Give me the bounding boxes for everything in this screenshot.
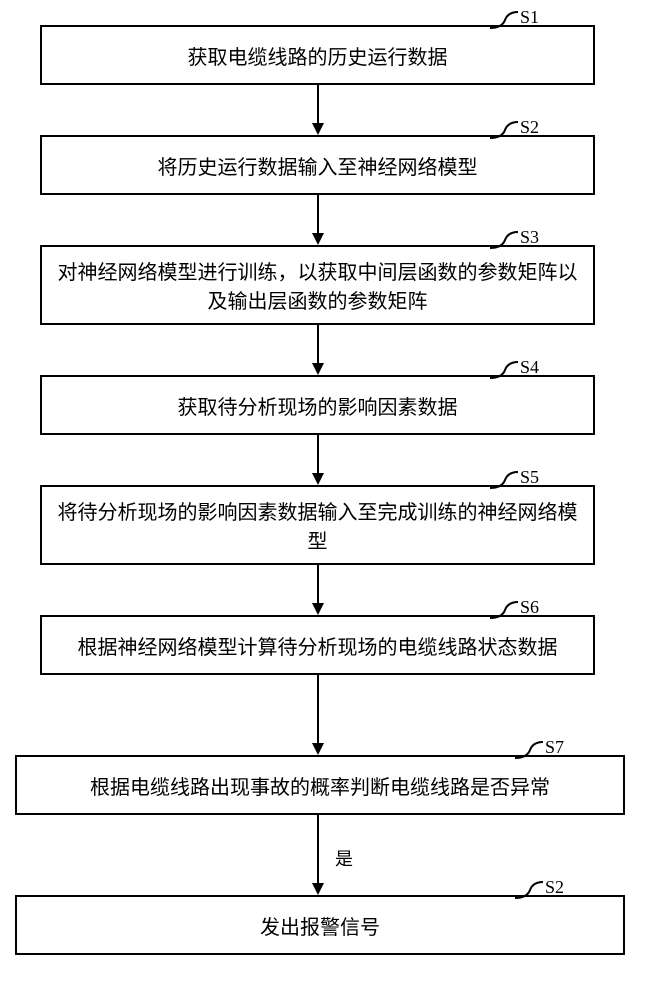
arrow-line-2 xyxy=(317,325,319,365)
curve-connector-s5 xyxy=(490,470,520,490)
step-label-s1: S1 xyxy=(520,7,539,28)
arrow-head-0 xyxy=(312,123,324,135)
step-label-s3: S3 xyxy=(520,227,539,248)
arrow-head-5 xyxy=(312,743,324,755)
arrow-head-6 xyxy=(312,883,324,895)
step-label-s4: S4 xyxy=(520,357,539,378)
arrow-line-6 xyxy=(317,815,319,885)
box-label: 将历史运行数据输入至神经网络模型 xyxy=(158,151,478,180)
step-label-s5: S5 xyxy=(520,467,539,488)
arrow-head-2 xyxy=(312,363,324,375)
arrow-line-0 xyxy=(317,85,319,125)
flowchart-box-s1: 获取电缆线路的历史运行数据 xyxy=(40,25,595,85)
flowchart-box-s3: 对神经网络模型进行训练，以获取中间层函数的参数矩阵以及输出层函数的参数矩阵 xyxy=(40,245,595,325)
curve-connector-s4 xyxy=(490,360,520,380)
arrow-head-3 xyxy=(312,473,324,485)
flowchart-box-s5: 将待分析现场的影响因素数据输入至完成训练的神经网络模型 xyxy=(40,485,595,565)
step-label-s7: S7 xyxy=(545,737,564,758)
flowchart-container: 获取电缆线路的历史运行数据 S1 将历史运行数据输入至神经网络模型 S2 对神经网络模型… xyxy=(0,0,647,1000)
curve-connector-s6 xyxy=(490,600,520,620)
box-label: 根据神经网络模型计算待分析现场的电缆线路状态数据 xyxy=(78,631,558,660)
arrow-line-3 xyxy=(317,435,319,475)
box-label: 根据电缆线路出现事故的概率判断电缆线路是否异常 xyxy=(90,771,550,800)
edge-label-6: 是 xyxy=(335,845,353,871)
curve-connector-s8 xyxy=(515,880,545,900)
arrow-head-4 xyxy=(312,603,324,615)
arrow-line-1 xyxy=(317,195,319,235)
arrow-line-4 xyxy=(317,565,319,605)
box-label: 获取待分析现场的影响因素数据 xyxy=(178,391,458,420)
box-label: 对神经网络模型进行训练，以获取中间层函数的参数矩阵以及输出层函数的参数矩阵 xyxy=(54,256,581,314)
curve-connector-s3 xyxy=(490,230,520,250)
curve-connector-s7 xyxy=(515,740,545,760)
box-label: 将待分析现场的影响因素数据输入至完成训练的神经网络模型 xyxy=(54,496,581,554)
box-label: 发出报警信号 xyxy=(260,911,380,940)
flowchart-box-s4: 获取待分析现场的影响因素数据 xyxy=(40,375,595,435)
flowchart-box-s2: 将历史运行数据输入至神经网络模型 xyxy=(40,135,595,195)
flowchart-box-s6: 根据神经网络模型计算待分析现场的电缆线路状态数据 xyxy=(40,615,595,675)
step-label-s6: S6 xyxy=(520,597,539,618)
step-label-s8: S2 xyxy=(545,877,564,898)
curve-connector-s2 xyxy=(490,120,520,140)
box-label: 获取电缆线路的历史运行数据 xyxy=(188,41,448,70)
flowchart-box-s7: 根据电缆线路出现事故的概率判断电缆线路是否异常 xyxy=(15,755,625,815)
step-label-s2: S2 xyxy=(520,117,539,138)
curve-connector-s1 xyxy=(490,10,520,30)
flowchart-box-s8: 发出报警信号 xyxy=(15,895,625,955)
arrow-line-5 xyxy=(317,675,319,745)
arrow-head-1 xyxy=(312,233,324,245)
